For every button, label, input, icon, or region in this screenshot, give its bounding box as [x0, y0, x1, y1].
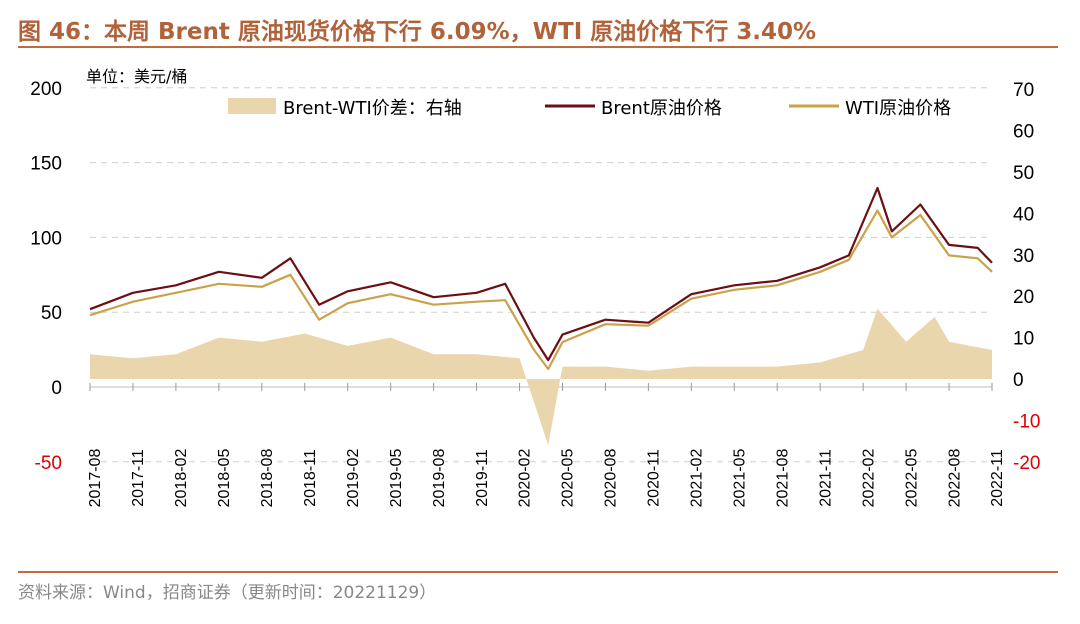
x-tick-label: 2021-05	[732, 449, 749, 508]
x-tick-label: 2021-08	[774, 449, 791, 508]
y-left-tick-label: 0	[51, 378, 62, 399]
y-axis-left: 200 150 100 50 0 -50	[30, 79, 62, 474]
x-tick-label: 2020-05	[560, 449, 577, 508]
source-rule	[18, 571, 1058, 573]
x-tick-label: 2018-02	[173, 449, 190, 508]
x-tick-label: 2021-11	[817, 449, 834, 507]
x-tick-label: 2021-02	[689, 449, 706, 508]
x-tick-label: 2022-02	[860, 449, 877, 508]
legend-label-wti: WTI原油价格	[845, 98, 951, 119]
x-tick-label: 2020-02	[517, 449, 534, 508]
legend-swatch-spread	[228, 98, 276, 114]
legend: Brent-WTI价差：右轴 Brent原油价格 WTI原油价格	[228, 98, 951, 119]
y-left-tick-label: -50	[35, 453, 62, 474]
x-tick-label: 2022-11	[989, 449, 1006, 507]
y-right-tick-label: 60	[1013, 122, 1034, 143]
y-left-tick-label: 100	[30, 228, 62, 249]
y-left-tick-label: 50	[41, 303, 62, 324]
x-tick-label: 2019-02	[345, 449, 362, 508]
brent-line	[90, 188, 992, 360]
y-left-tick-label: 150	[30, 154, 62, 175]
y-right-tick-label: 10	[1013, 329, 1034, 350]
y-right-tick-label: 40	[1013, 204, 1034, 225]
legend-label-brent: Brent原油价格	[601, 98, 722, 119]
source-note: 资料来源：Wind，招商证券（更新时间：20221129）	[18, 578, 436, 603]
x-tick-label: 2019-05	[388, 449, 405, 508]
x-tick-label: 2019-08	[431, 449, 448, 508]
y-left-tick-label: 200	[30, 79, 62, 100]
y-right-tick-label: -20	[1013, 453, 1040, 474]
spread-area	[90, 309, 992, 446]
y-right-tick-label: 0	[1013, 370, 1024, 391]
y-right-tick-label: 20	[1013, 287, 1034, 308]
y-right-tick-label: 70	[1013, 80, 1034, 101]
x-tick-label: 2017-11	[130, 449, 147, 507]
x-tick-label: 2020-11	[646, 449, 663, 507]
unit-label: 单位：美元/桶	[86, 67, 187, 86]
x-tick-label: 2022-05	[903, 449, 920, 508]
x-tick-label: 2018-08	[259, 449, 276, 508]
y-right-tick-label: -10	[1013, 411, 1040, 432]
spread-area-layer	[90, 309, 992, 446]
x-tick-label: 2022-08	[946, 449, 963, 508]
y-axis-right: 70 60 50 40 30 20 10 0 -10 -20	[1013, 80, 1040, 474]
y-right-tick-label: 30	[1013, 246, 1034, 267]
x-tick-label: 2017-08	[87, 449, 104, 508]
y-right-tick-label: 50	[1013, 163, 1034, 184]
x-tick-label: 2019-11	[474, 449, 491, 507]
x-tick-label: 2018-11	[302, 449, 319, 507]
x-tick-label: 2020-08	[603, 449, 620, 508]
x-tick-label: 2018-05	[216, 449, 233, 508]
legend-label-spread: Brent-WTI价差：右轴	[283, 98, 462, 119]
